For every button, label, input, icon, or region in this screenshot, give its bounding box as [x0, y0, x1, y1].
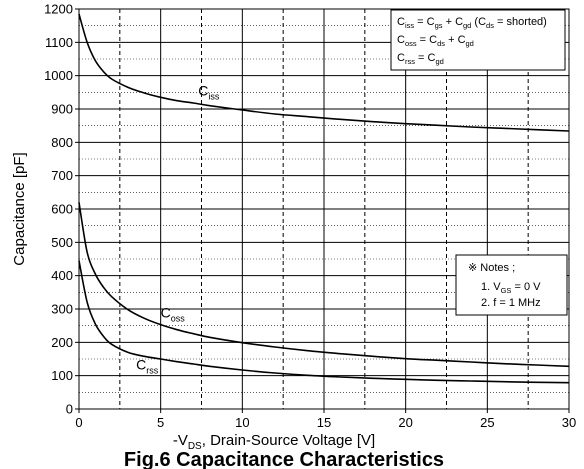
y-tick-label: 600 [51, 202, 73, 217]
x-axis-label-main: -V [173, 432, 188, 449]
axis-ticks: 0 5 10 15 20 25 300100200300400500600700800900… [44, 2, 576, 431]
series-label-c-oss: Coss [161, 304, 186, 323]
series-line-c-oss [78, 202, 570, 368]
legend-line-2: Coss = Cds + Cgd [397, 34, 474, 48]
x-tick-label: 20 [398, 415, 412, 430]
legend-line-1: Ciss = Cgs + Cgd (Cds = shorted) [397, 16, 547, 30]
notes-frame [455, 254, 568, 316]
series-line-c-iss [78, 13, 570, 132]
x-tick-label: 25 [480, 415, 494, 430]
x-tick-label: 5 [157, 415, 164, 430]
series-labels: Ciss Coss Crss [136, 83, 220, 376]
y-tick-label: 300 [51, 302, 73, 317]
x-axis-label: -VDS, Drain-Source Voltage [V] [173, 432, 375, 452]
y-tick-label: 500 [51, 235, 73, 250]
y-tick-label: 1000 [44, 68, 73, 83]
y-tick-label: 100 [51, 368, 73, 383]
x-axis-label-sub: DS [188, 441, 202, 452]
y-tick-label: 1200 [44, 2, 73, 17]
x-tick-label: 10 [235, 415, 249, 430]
notes-line-1: 1. VGS = 0 V [481, 281, 541, 295]
x-tick-label: 15 [317, 415, 331, 430]
y-axis-label: Capacitance [pF] [11, 152, 28, 265]
y-tick-label: 900 [51, 102, 73, 117]
notes-heading: ※ Notes ; [468, 262, 515, 274]
y-tick-label: 400 [51, 268, 73, 283]
x-tick-label: 30 [562, 415, 576, 430]
y-tick-label: 1100 [45, 35, 73, 50]
y-tick-label: 800 [51, 135, 73, 150]
chart-title: Fig.6 Capacitance Characteristics [124, 449, 444, 469]
y-tick-label: 700 [51, 168, 73, 183]
series-line-c-rss [78, 260, 570, 384]
legend-frame [390, 9, 566, 71]
y-tick-label: 0 [66, 402, 73, 417]
notes-box: ※ Notes ; 1. VGS = 0 V 2. f = 1 MHz [455, 254, 568, 316]
y-tick-label: 200 [51, 335, 73, 350]
legend-line-3: Crss = Cgd [397, 52, 444, 66]
x-axis-label-rest: , Drain-Source Voltage [V] [202, 432, 375, 449]
notes-line-2: 2. f = 1 MHz [481, 297, 541, 309]
series-label-c-iss: Ciss [198, 83, 220, 102]
x-tick-label: 0 [75, 415, 82, 430]
legend-box: Ciss = Cgs + Cgd (Cds = shorted) Coss = C… [390, 9, 566, 71]
series-label-c-rss: Crss [136, 357, 159, 376]
series-curves [78, 13, 570, 384]
